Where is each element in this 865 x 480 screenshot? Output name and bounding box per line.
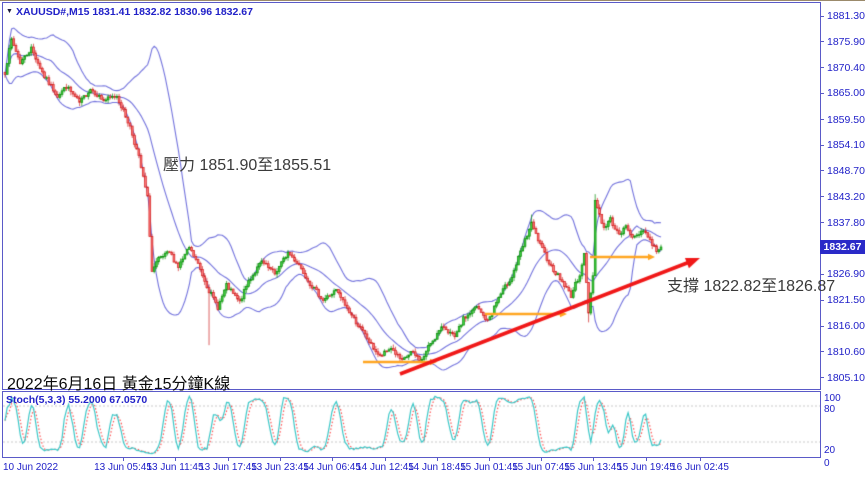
time-axis-tick <box>175 458 176 461</box>
price-axis-label: 1854.10 <box>827 139 865 152</box>
price-axis-label: 1865.00 <box>827 87 865 100</box>
time-axis-tick <box>646 458 647 461</box>
price-axis-tick <box>820 119 824 121</box>
price-chart-canvas[interactable] <box>3 3 820 389</box>
price-axis-tick <box>820 377 824 379</box>
stochastic-panel: Stoch(5,3,3) 55.2000 67.0570 <box>2 391 821 458</box>
stochastic-axis-label: 100 <box>824 393 841 404</box>
price-axis-label: 1881.30 <box>827 10 865 22</box>
time-axis-tick <box>280 458 281 461</box>
time-axis-label: 13 Jun 05:45 <box>94 462 152 473</box>
time-axis-label: 10 Jun 2022 <box>3 462 59 473</box>
price-axis-label: 1870.40 <box>827 61 865 74</box>
price-axis-tick <box>820 273 824 275</box>
time-axis-tick <box>385 458 386 461</box>
time-axis-tick <box>700 458 701 461</box>
price-axis-label: 1805.10 <box>827 371 865 384</box>
time-axis-tick <box>437 458 438 461</box>
price-axis: 1881.30 1875.90 1870.40 1865.00 1859.50 1854.… <box>820 0 865 459</box>
price-axis-label: 1810.60 <box>827 345 865 358</box>
window-top-edge <box>0 0 865 1</box>
stochastic-axis-label: 0 <box>824 458 830 469</box>
symbol-info-bar: ▼ XAUUSD#,M15 1831.41 1832.82 1830.96 183… <box>6 6 253 18</box>
price-axis-tick <box>820 15 824 17</box>
current-price-tag: 1832.67 <box>820 239 865 254</box>
time-axis-label: 15 Jun 19:45 <box>617 462 675 473</box>
price-axis-label: 1843.20 <box>827 190 865 203</box>
chevron-down-icon[interactable]: ▼ <box>6 8 13 15</box>
stochastic-axis-label: 20 <box>824 445 836 456</box>
stochastic-axis: 100 80 20 0 <box>820 390 865 480</box>
time-axis-label: 15 Jun 07:45 <box>512 462 570 473</box>
time-axis-label: 13 Jun 17:45 <box>199 462 257 473</box>
time-axis-tick <box>123 458 124 461</box>
time-axis-tick <box>228 458 229 461</box>
time-axis-tick <box>489 458 490 461</box>
price-axis-label: 1859.50 <box>827 113 865 126</box>
stochastic-canvas[interactable] <box>3 392 820 457</box>
price-axis-tick <box>820 299 824 301</box>
time-axis-label: 14 Jun 18:45 <box>408 462 466 473</box>
price-axis-tick <box>820 325 824 327</box>
stochastic-axis-label: 80 <box>824 404 836 415</box>
price-axis-label: 1821.50 <box>827 294 865 307</box>
stochastic-label: Stoch(5,3,3) 55.2000 67.0570 <box>6 394 148 406</box>
price-axis-tick <box>820 170 824 172</box>
price-chart-panel: ▼ XAUUSD#,M15 1831.41 1832.82 1830.96 183… <box>2 2 835 393</box>
time-axis-label: 13 Jun 23:45 <box>251 462 309 473</box>
price-axis-tick <box>820 41 824 43</box>
price-axis-label: 1816.00 <box>827 320 865 333</box>
time-axis-label: 14 Jun 06:45 <box>303 462 361 473</box>
symbol-ohlc-text: XAUUSD#,M15 1831.41 1832.82 1830.96 1832… <box>15 6 253 18</box>
time-axis-label: 16 Jun 02:45 <box>671 462 729 473</box>
time-axis-tick <box>541 458 542 461</box>
time-axis-label: 15 Jun 01:45 <box>460 462 518 473</box>
price-axis-tick <box>820 144 824 146</box>
price-axis-label: 1837.80 <box>827 216 865 229</box>
price-axis-label: 1826.90 <box>827 268 865 281</box>
price-axis-tick <box>820 196 824 198</box>
price-axis-tick <box>820 351 824 353</box>
resistance-annotation: 壓力 1851.90至1855.51 <box>163 157 332 174</box>
time-axis-label: 13 Jun 11:45 <box>146 462 204 473</box>
time-axis-tick <box>593 458 594 461</box>
price-axis-tick <box>820 222 824 224</box>
time-axis-label: 15 Jun 13:45 <box>564 462 622 473</box>
price-axis-label: 1848.70 <box>827 164 865 177</box>
time-axis-label: 14 Jun 12:45 <box>356 462 414 473</box>
price-axis-tick <box>820 92 824 94</box>
support-annotation: 支撐 1822.82至1826.87 <box>667 278 836 295</box>
time-axis-tick <box>332 458 333 461</box>
price-axis-tick <box>820 67 824 69</box>
chart-caption: 2022年6月16日 黃金15分鐘K線 <box>7 376 231 393</box>
time-axis: 10 Jun 2022 13 Jun 05:45 13 Jun 11:45 13 Ju… <box>0 458 865 478</box>
price-axis-label: 1875.90 <box>827 35 865 48</box>
